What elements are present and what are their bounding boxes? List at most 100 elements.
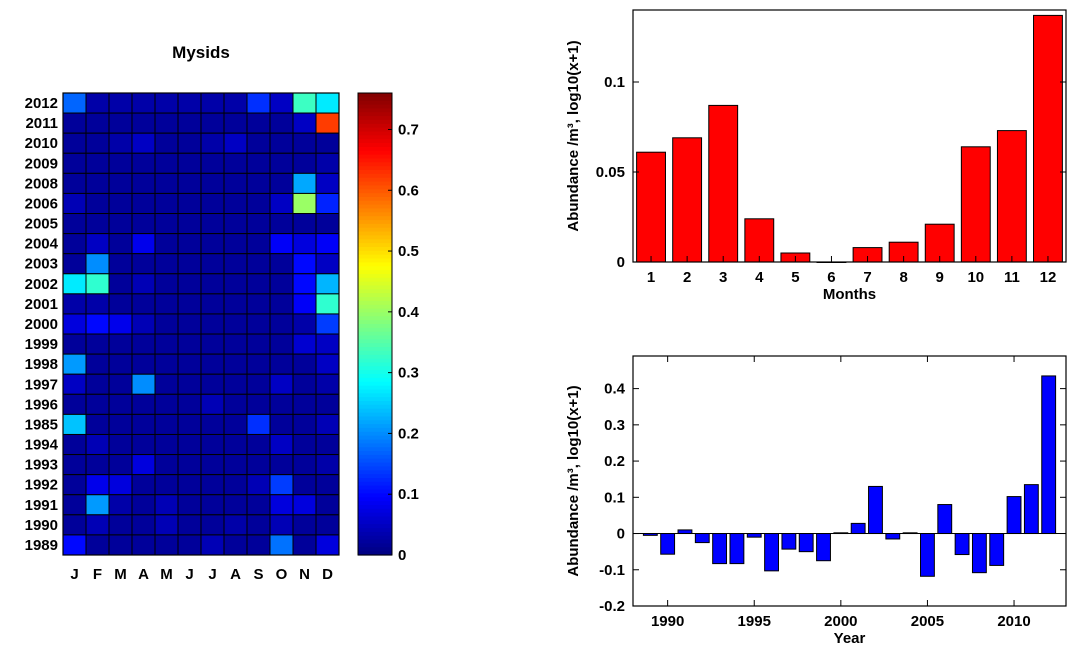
y-tick-label: -0.1 [599,562,625,579]
colorbar-segment [358,447,392,452]
heatmap-cell [154,293,179,315]
heatmap-month-label: F [93,566,102,583]
heatmap-cell [269,213,294,235]
heatmap-cell [269,253,294,275]
heatmap-cell [154,333,179,355]
heatmap-year-label: 1999 [25,336,58,353]
heatmap-cell [108,233,133,255]
heatmap-cell [223,92,248,114]
colorbar-segment [358,408,392,414]
heatmap-cell [108,413,133,435]
heatmap-year-label: 1985 [25,416,58,433]
colorbar-segment [358,327,392,333]
bar [672,137,703,263]
heatmap-cell [246,132,271,154]
heatmap-cell [177,494,202,516]
bar [996,130,1027,263]
colorbar: 0 0.1 0.2 0.3 0.4 0.5 0.6 0.7 [357,92,420,564]
colorbar-segment [358,250,392,256]
heatmap-year-label: 2012 [25,95,58,112]
heatmap-cell [292,494,317,516]
heatmap-cell [85,172,110,194]
colorbar-segment [358,543,392,548]
heatmap-cell [269,192,294,215]
heatmap-cell [177,353,202,375]
heatmap-cell [292,293,317,315]
heatmap-cell [85,313,110,335]
heatmap-cell [177,413,202,435]
heatmap-cell [223,112,248,134]
heatmap-cell [223,534,248,556]
heatmap-year-label: 2006 [25,195,58,212]
heatmap-cell [269,293,294,315]
colorbar-segment [358,150,392,156]
bar [1033,14,1063,263]
heatmap-cell [269,514,294,536]
heatmap-year-label: 2011 [25,115,58,132]
colorbar-segment [358,108,392,113]
heatmap-year-label: 2003 [25,256,58,273]
heatmap-cell [108,514,133,536]
heatmap-cell [292,353,317,375]
heatmap-year-label: 1998 [25,356,58,373]
colorbar-segment [358,247,392,252]
heatmap-cell [131,353,156,375]
heatmap-cell [269,353,294,375]
heatmap-cell [62,353,87,375]
heatmap-cell [154,233,179,255]
heatmap-cell [269,393,294,415]
heatmap-month-label: J [70,566,78,583]
heatmap-cell [62,413,87,435]
colorbar-segment [358,339,392,344]
heatmap-cell [62,253,87,275]
heatmap-cell [292,112,317,134]
heatmap-cell [154,172,179,194]
heatmap-cell [131,373,156,395]
heatmap-cell [246,373,271,395]
heatmap-cell [200,534,225,556]
colorbar-tick-label: 0.7 [398,121,419,138]
heatmap-cell [177,233,202,255]
colorbar-segment [358,424,392,429]
heatmap-cell [200,373,225,395]
heatmap-cell [269,474,294,496]
heatmap-cell [154,313,179,335]
bar [920,533,935,577]
colorbar-tick-label: 0.5 [398,243,419,260]
heatmap-cell [62,273,87,295]
heatmap-cell [154,494,179,516]
colorbar-segment [358,531,392,537]
heatmap-cell [131,433,156,456]
heatmap-cell [200,172,225,194]
x-tick-label: 1 [647,269,655,286]
heatmap-cell [108,273,133,295]
heatmap-cell [154,433,179,456]
heatmap-cell [108,253,133,275]
colorbar-segment [358,166,392,171]
colorbar-segment [358,539,392,545]
heatmap-cell [200,494,225,516]
heatmap-cell [177,253,202,275]
heatmap-cell [85,213,110,235]
heatmap-cell [131,213,156,235]
heatmap-cell [154,353,179,375]
heatmap-cell [246,433,271,456]
heatmap-cell [269,233,294,255]
heatmap-cell [200,313,225,335]
heatmap-cell [85,433,110,456]
heatmap-cell [223,433,248,456]
colorbar-segment [358,258,392,263]
heatmap-cell [62,514,87,536]
heatmap-cell [177,333,202,355]
heatmap-cell [177,534,202,556]
heatmap-cell [246,112,271,134]
heatmap-cell [292,172,317,194]
heatmap-month-label: O [276,566,288,583]
heatmap-year-label: 1994 [25,437,59,454]
colorbar-segment [358,535,392,541]
heatmap-cell [177,273,202,295]
heatmap-cell [315,433,340,456]
bar [677,529,693,535]
heatmap-cell [62,192,87,215]
colorbar-segment [358,435,392,441]
